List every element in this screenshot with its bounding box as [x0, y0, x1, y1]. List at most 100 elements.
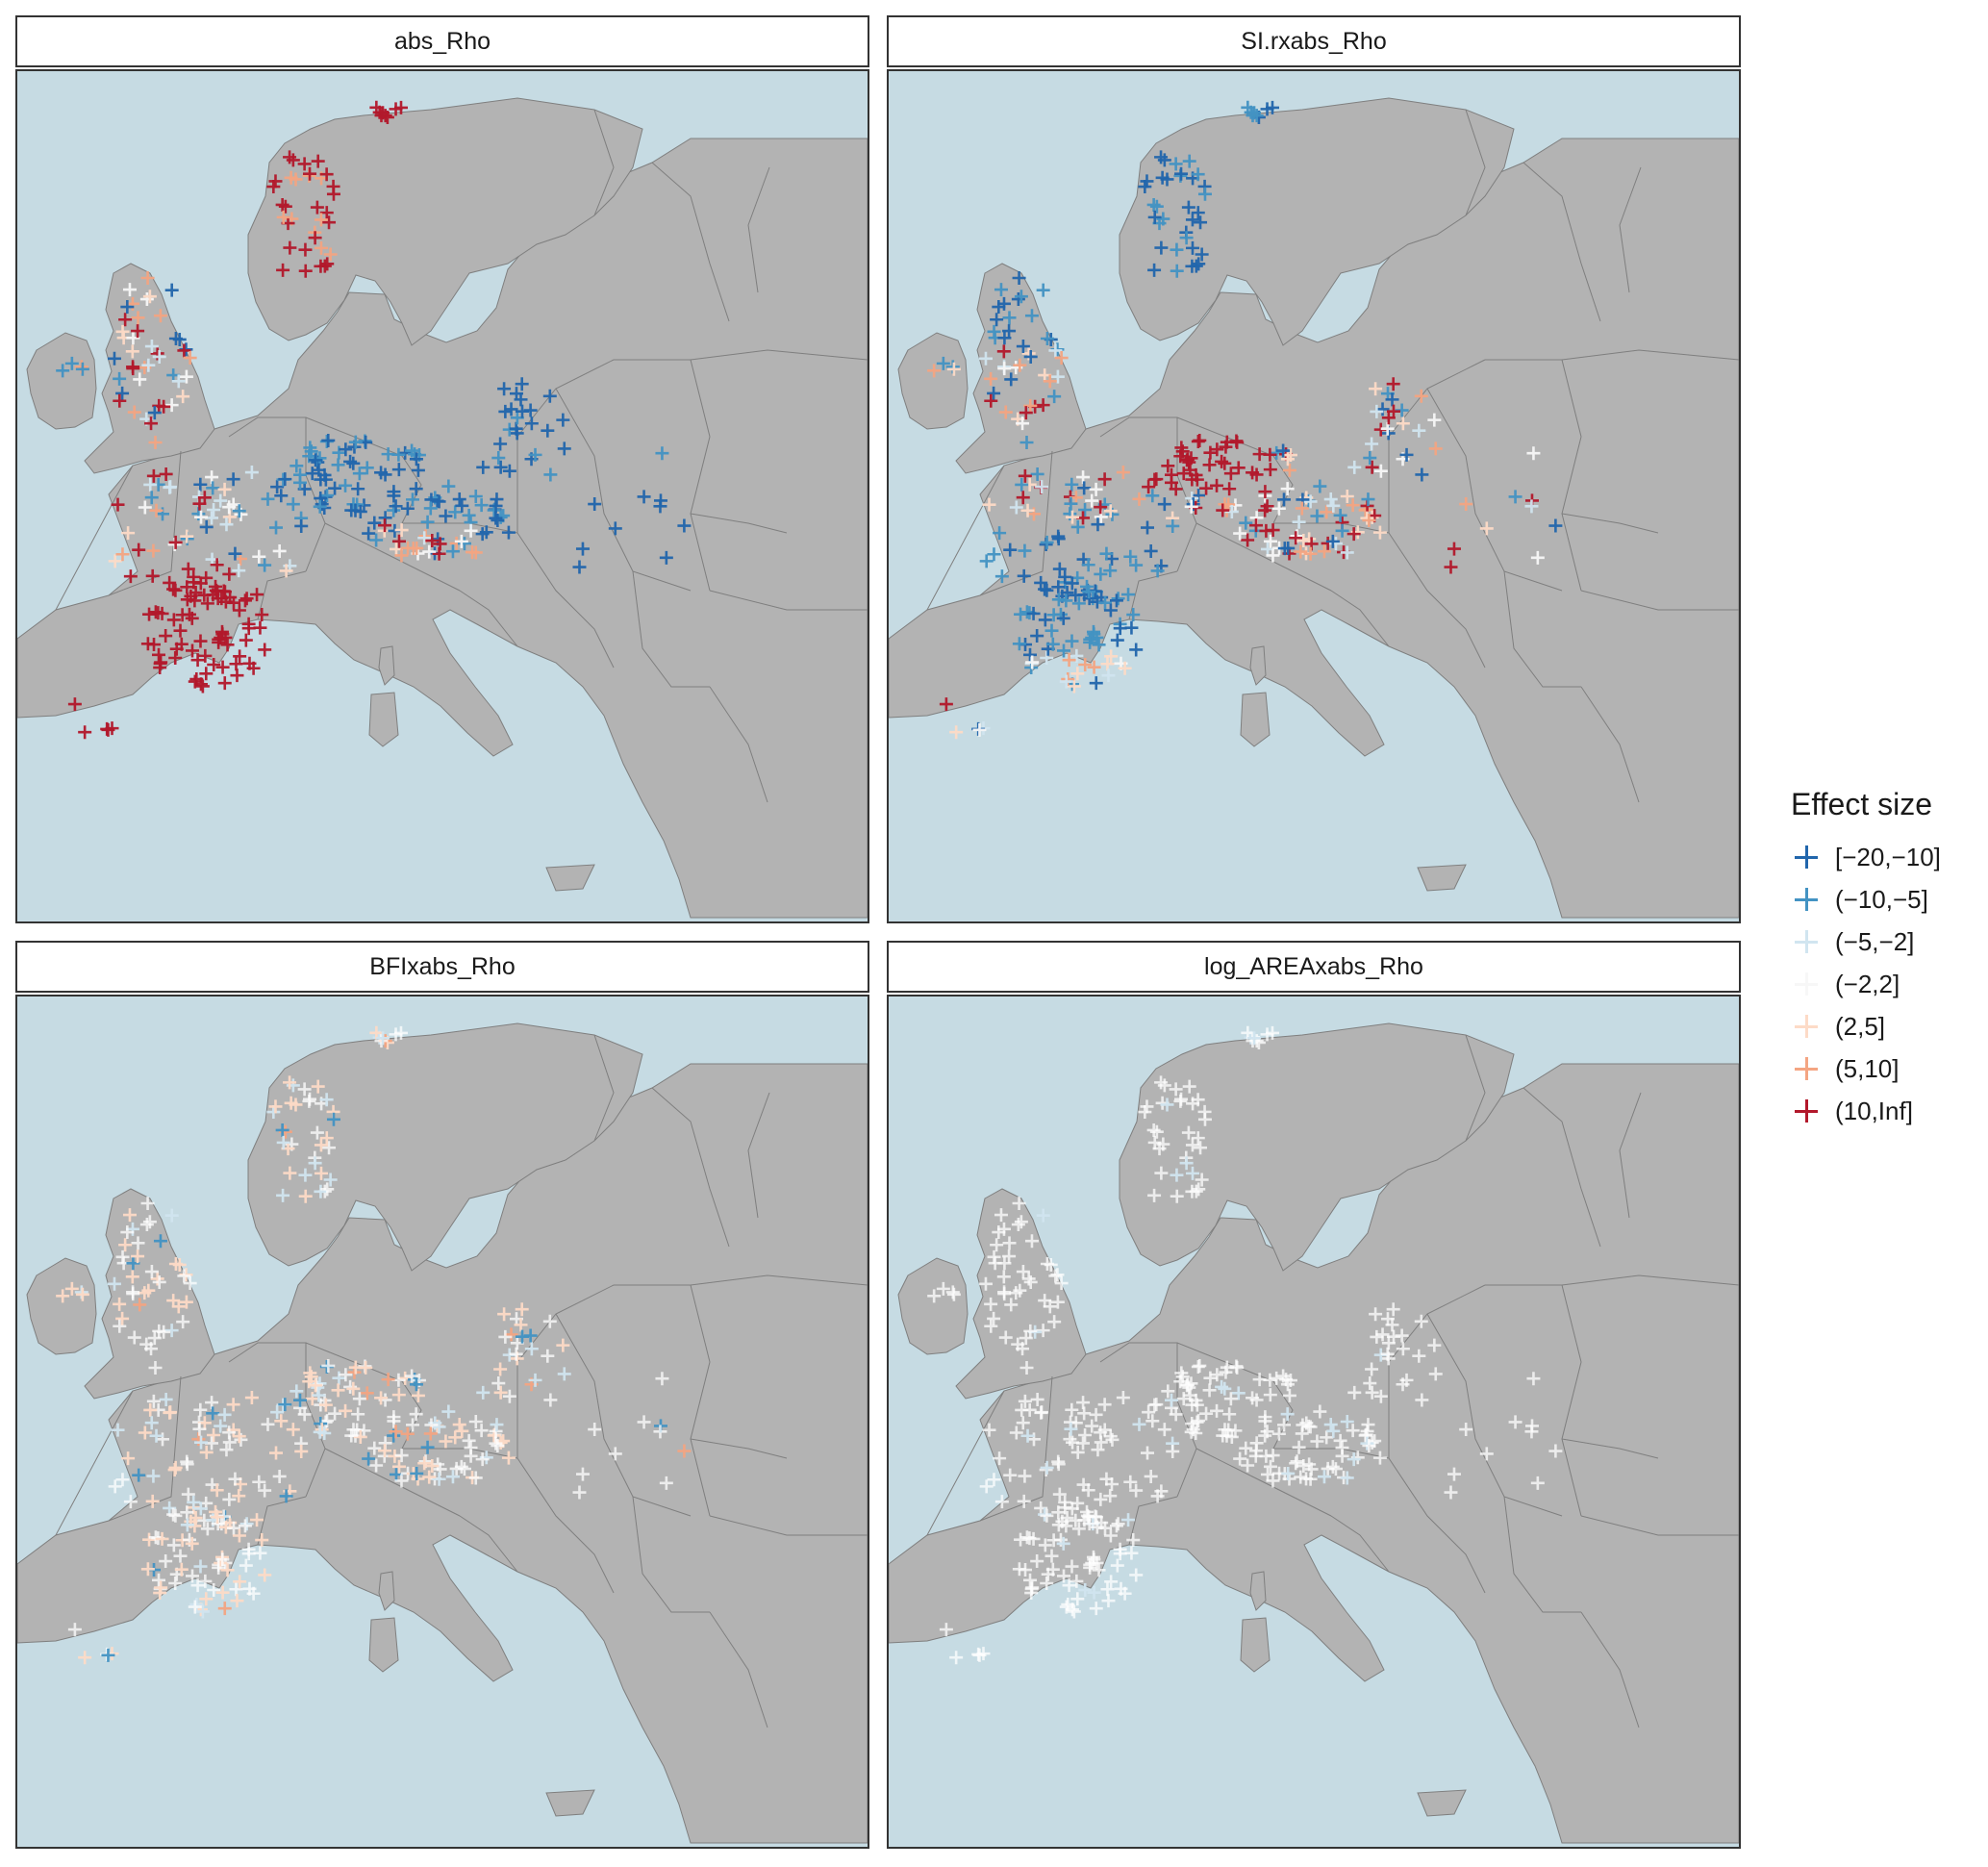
station-marker: [1038, 613, 1052, 627]
station-marker: [464, 1449, 478, 1463]
station-marker: [164, 480, 178, 494]
country-border: [459, 590, 518, 647]
station-marker: [64, 1281, 79, 1296]
station-marker: [1346, 498, 1360, 513]
station-marker: [121, 1451, 136, 1466]
station-marker: [1066, 510, 1080, 524]
station-marker: [557, 1367, 571, 1381]
station-marker: [1360, 511, 1374, 525]
station-marker: [1195, 247, 1209, 262]
station-marker: [78, 725, 92, 740]
station-marker: [1459, 1423, 1473, 1437]
station-marker: [1246, 466, 1260, 480]
station-marker: [318, 1398, 333, 1412]
station-marker: [1019, 406, 1033, 420]
station-marker: [637, 490, 651, 504]
station-marker: [1048, 343, 1063, 358]
station-marker: [389, 102, 403, 116]
panel-bfixabs-rho: BFIxabs_Rho: [15, 941, 869, 1849]
station-marker: [154, 655, 168, 669]
station-marker: [239, 633, 253, 647]
panel-title: abs_Rho: [15, 15, 869, 67]
station-marker: [501, 1451, 516, 1465]
station-marker: [1011, 292, 1025, 307]
station-marker: [653, 1425, 667, 1439]
country-border: [979, 1375, 1053, 1522]
station-marker: [1320, 1430, 1334, 1445]
station-marker: [168, 583, 183, 597]
country-border: [516, 1284, 615, 1458]
station-marker: [376, 106, 390, 120]
station-marker: [144, 491, 159, 505]
station-marker: [193, 1501, 208, 1516]
station-marker: [1089, 1407, 1103, 1422]
station-marker: [1199, 481, 1214, 495]
station-marker: [140, 1562, 155, 1577]
station-marker: [1092, 1563, 1106, 1577]
station-marker: [1263, 463, 1277, 477]
station-marker: [1023, 398, 1038, 413]
station-marker: [152, 1274, 166, 1289]
station-marker: [1372, 1451, 1387, 1465]
station-marker: [138, 1425, 152, 1440]
station-marker: [405, 443, 419, 458]
station-marker: [1129, 1568, 1144, 1582]
station-marker: [210, 558, 224, 572]
station-marker: [994, 1208, 1008, 1223]
station-marker: [1335, 1449, 1349, 1463]
station-marker: [168, 1577, 183, 1591]
station-marker: [1303, 494, 1318, 509]
station-marker: [992, 1225, 1006, 1240]
country-border: [709, 590, 868, 611]
station-marker: [1218, 1381, 1232, 1396]
station-marker: [314, 213, 328, 227]
station-marker: [1019, 1361, 1034, 1375]
station-marker: [152, 398, 166, 413]
map: [887, 995, 1741, 1849]
country-border: [1503, 1496, 1581, 1613]
station-marker: [982, 1423, 996, 1437]
station-marker: [515, 1329, 529, 1344]
station-marker: [177, 343, 191, 358]
station-marker: [1170, 1189, 1184, 1203]
legend-label: (10,Inf]: [1835, 1096, 1913, 1125]
station-marker: [1050, 369, 1065, 384]
station-marker: [1216, 1428, 1230, 1443]
station-marker: [409, 1377, 423, 1392]
station-marker: [1258, 485, 1272, 499]
station-marker: [1116, 466, 1130, 480]
station-marker: [67, 1623, 82, 1637]
station-marker: [1016, 1265, 1030, 1279]
station-marker: [1216, 503, 1230, 517]
station-marker: [127, 405, 141, 419]
station-marker: [1020, 1428, 1035, 1443]
station-marker: [1292, 515, 1306, 529]
station-marker: [159, 1554, 173, 1569]
country-border: [228, 416, 355, 438]
station-marker: [185, 1569, 199, 1583]
station-marker: [1126, 1533, 1141, 1548]
map: [887, 69, 1741, 923]
station-marker: [374, 466, 389, 480]
station-marker: [497, 382, 512, 396]
station-marker: [1444, 1485, 1458, 1500]
station-marker: [422, 1470, 437, 1484]
station-marker: [1071, 596, 1086, 611]
station-marker: [543, 1393, 558, 1407]
country-border: [1580, 590, 1739, 611]
station-marker: [1092, 638, 1106, 652]
station-marker: [1160, 1097, 1174, 1112]
station-marker: [1109, 1519, 1123, 1533]
station-marker: [207, 1428, 221, 1443]
station-marker: [1030, 1392, 1044, 1406]
station-marker: [1157, 1423, 1171, 1437]
station-marker: [1013, 1283, 1027, 1298]
station-marker: [297, 157, 312, 171]
station-marker: [155, 1531, 169, 1546]
station-marker: [515, 404, 529, 418]
station-marker: [308, 1156, 322, 1171]
station-marker: [1447, 1467, 1461, 1481]
station-marker: [1016, 416, 1030, 431]
map-svg: [17, 997, 868, 1847]
station-marker: [1289, 531, 1303, 545]
